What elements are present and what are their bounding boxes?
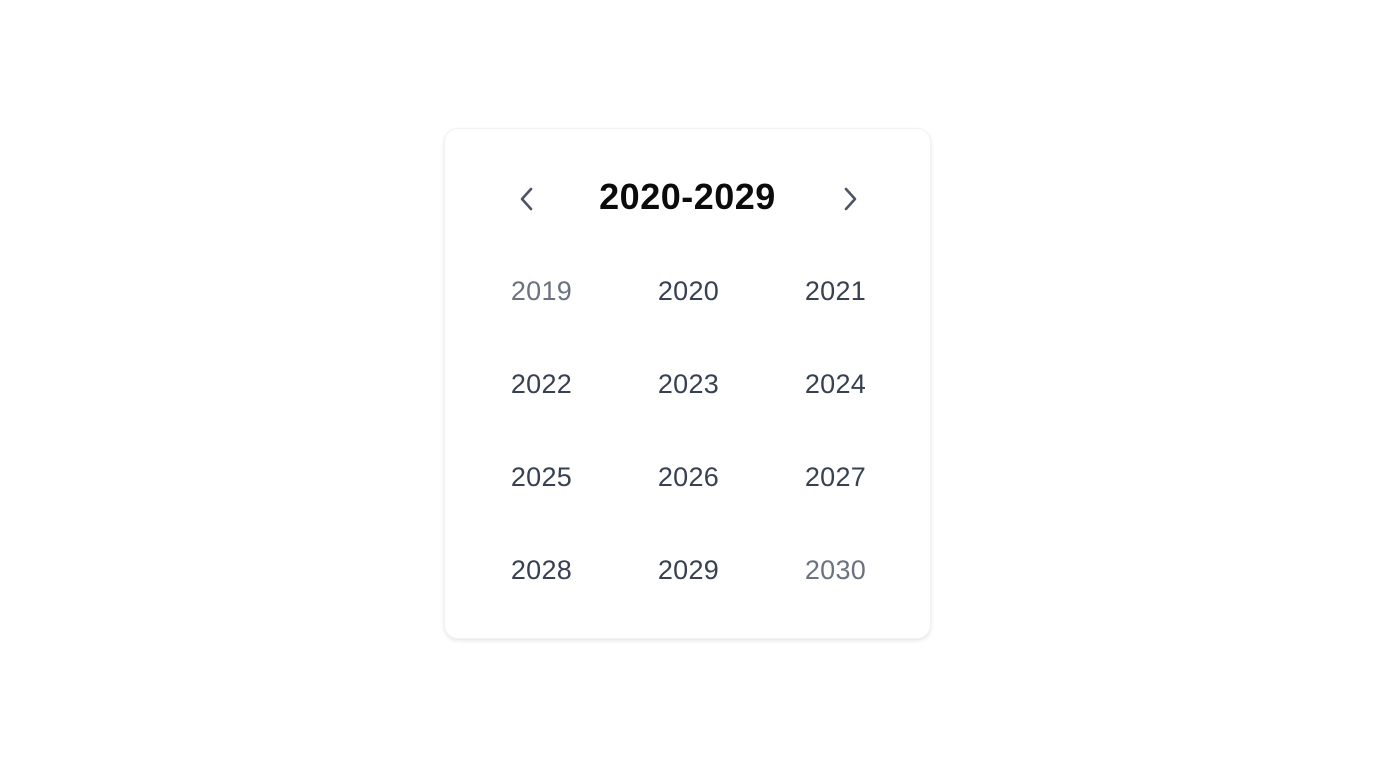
year-cell[interactable]: 2019 xyxy=(510,276,573,306)
year-picker-header: 2020-2029 xyxy=(445,129,930,269)
year-cell[interactable]: 2029 xyxy=(657,555,720,585)
year-cell[interactable]: 2030 xyxy=(804,555,867,585)
previous-decade-button[interactable] xyxy=(507,179,547,219)
year-cell[interactable]: 2025 xyxy=(510,462,573,492)
year-cell[interactable]: 2026 xyxy=(657,462,720,492)
year-cell[interactable]: 2021 xyxy=(804,276,867,306)
year-cell[interactable]: 2024 xyxy=(804,369,867,399)
chevron-left-icon xyxy=(520,187,533,211)
year-grid: 2019 2020 2021 2022 2023 2024 2025 2026 … xyxy=(468,245,909,617)
year-cell[interactable]: 2023 xyxy=(657,369,720,399)
next-decade-button[interactable] xyxy=(830,179,870,219)
year-cell[interactable]: 2022 xyxy=(510,369,573,399)
chevron-right-icon xyxy=(844,187,857,211)
year-cell[interactable]: 2020 xyxy=(657,276,720,306)
year-cell[interactable]: 2027 xyxy=(804,462,867,492)
year-cell[interactable]: 2028 xyxy=(510,555,573,585)
year-picker-card: 2020-2029 2019 2020 2021 2022 2023 2024 … xyxy=(444,128,931,639)
decade-title: 2020-2029 xyxy=(599,176,776,217)
